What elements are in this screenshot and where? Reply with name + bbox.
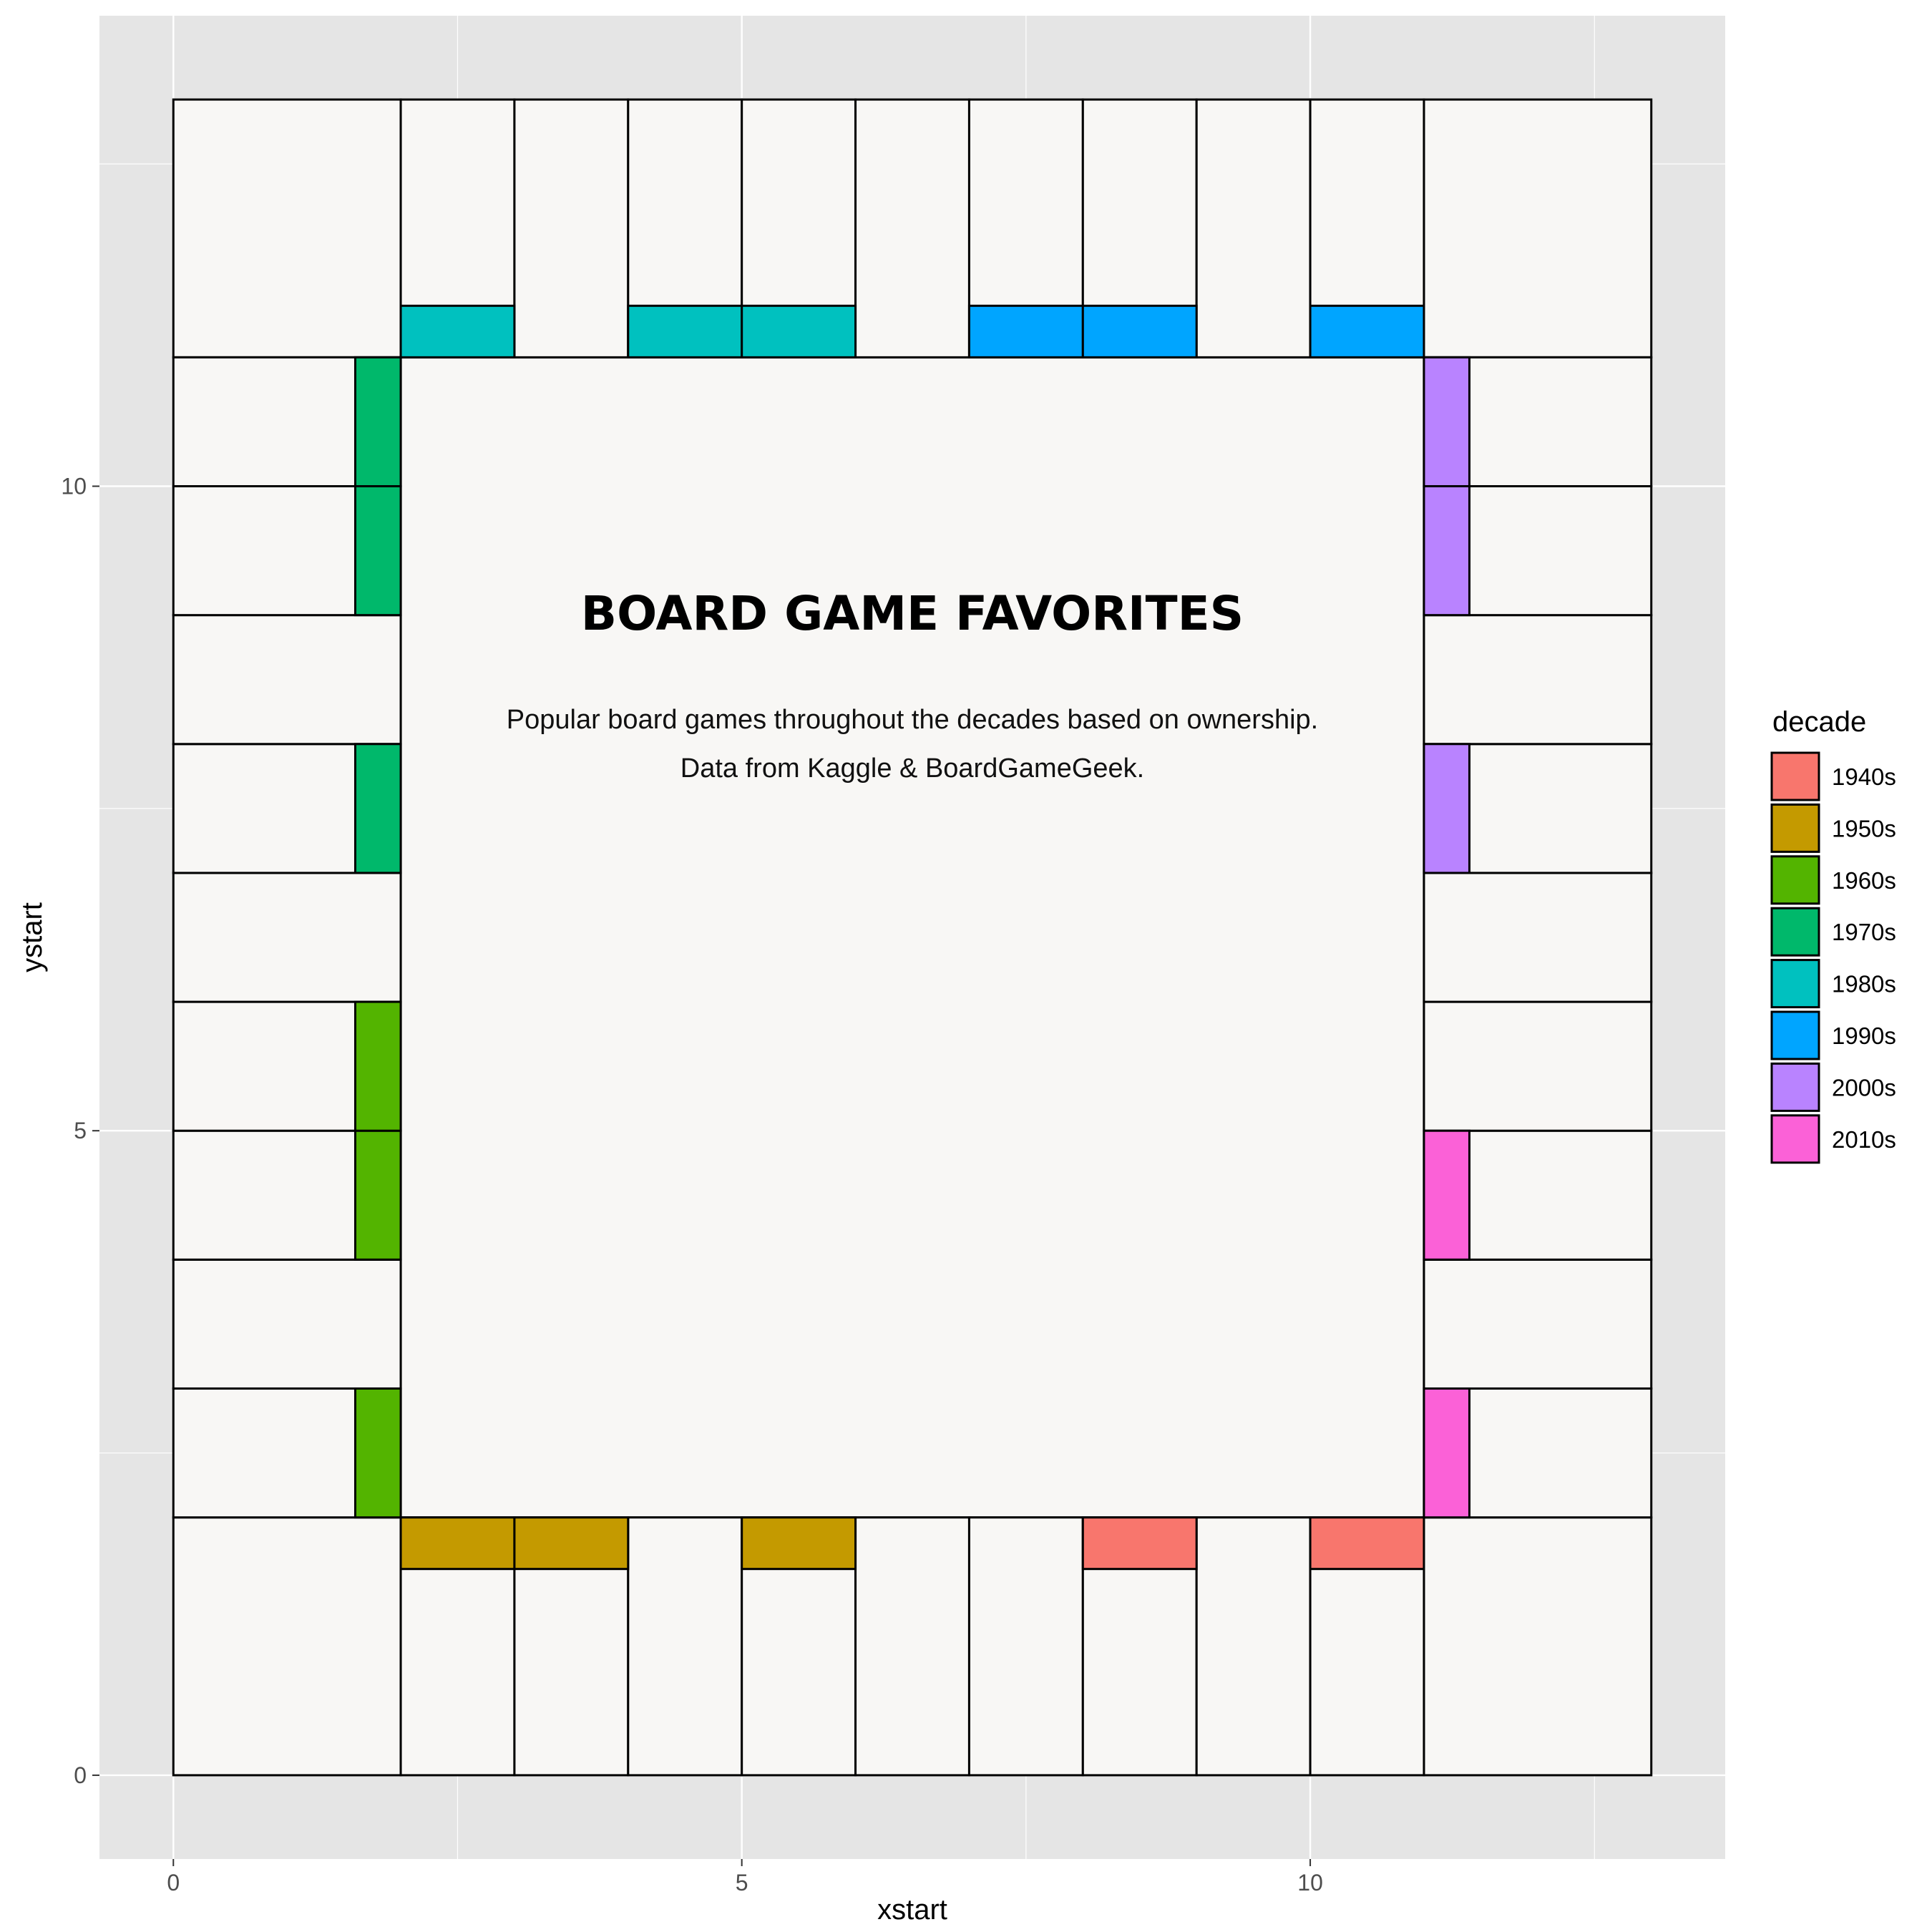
property-strip-1960s [353, 1387, 402, 1519]
property-strip-1980s [741, 304, 857, 358]
board-space-bottom [1195, 1516, 1312, 1777]
property-strip-2010s [1423, 1387, 1471, 1519]
legend-label-1950s: 1950s [1832, 815, 1896, 841]
property-strip-1950s [741, 1516, 857, 1571]
property-strip-2010s [1423, 1129, 1471, 1261]
axes: 0 5 10 0 5 10 [61, 474, 1322, 1896]
legend: decade 1940s 1950s 1960s 1970s 1980s 1990s 200… [1770, 706, 1896, 1164]
board-space-right [1423, 614, 1653, 746]
legend-title: decade [1772, 706, 1866, 738]
board-space-right [1423, 1258, 1653, 1390]
legend-key-2010s [1770, 1114, 1820, 1164]
property-strip-1960s [353, 1000, 402, 1132]
legend-label-1960s: 1960s [1832, 867, 1896, 894]
legend-key-1940s [1770, 751, 1820, 801]
property-strip-2000s [1423, 743, 1471, 874]
board-space-bottom [627, 1516, 743, 1777]
legend-key-1990s [1770, 1010, 1820, 1060]
legend-label-2000s: 2000s [1832, 1074, 1896, 1101]
x-tick-label: 0 [167, 1870, 180, 1896]
legend-label-1980s: 1980s [1832, 971, 1896, 997]
board-space-left [172, 1258, 402, 1390]
y-tick-label: 10 [61, 474, 87, 499]
board-space-top [854, 98, 970, 358]
property-strip-1990s [1309, 304, 1425, 358]
legend-label-1940s: 1940s [1832, 763, 1896, 790]
property-strip-1950s [399, 1516, 516, 1571]
x-axis-title: xstart [877, 1894, 947, 1926]
board-subtitle-line-2: Data from Kaggle & BoardGameGeek. [680, 753, 1144, 784]
legend-label-2010s: 2010s [1832, 1126, 1896, 1153]
board-corner [172, 98, 402, 358]
colored-spaces [353, 304, 1471, 1571]
legend-key-2000s [1770, 1062, 1820, 1112]
legend-label-1990s: 1990s [1832, 1023, 1896, 1049]
board-corner [1423, 98, 1653, 358]
y-tick-label: 5 [74, 1118, 87, 1143]
board-subtitle-line-1: Popular board games throughout the decad… [507, 705, 1318, 735]
property-strip-1990s [967, 304, 1084, 358]
board-space-bottom [967, 1516, 1084, 1777]
board-space-left [172, 872, 402, 1003]
board-corner [1423, 1516, 1653, 1777]
legend-key-1950s [1770, 803, 1820, 853]
board-corner [172, 1516, 402, 1777]
property-strip-1940s [1081, 1516, 1198, 1571]
property-strip-1970s [353, 485, 402, 617]
property-strip-1980s [627, 304, 743, 358]
property-strip-1940s [1309, 1516, 1425, 1571]
x-tick-label: 10 [1297, 1870, 1323, 1896]
y-axis-title: ystart [16, 902, 48, 972]
legend-key-1970s [1770, 907, 1820, 957]
legend-label-1970s: 1970s [1832, 919, 1896, 945]
property-strip-1990s [1081, 304, 1198, 358]
property-strip-1960s [353, 1129, 402, 1261]
property-strip-1970s [353, 743, 402, 874]
board [172, 98, 1653, 1777]
board-space-left [172, 614, 402, 746]
board-center [399, 356, 1425, 1519]
property-strip-2000s [1423, 485, 1471, 617]
x-tick-label: 5 [736, 1870, 748, 1896]
board-space-right [1423, 1000, 1653, 1132]
property-strip-1950s [513, 1516, 630, 1571]
board-space-top [1195, 98, 1312, 358]
board-space-top [513, 98, 630, 358]
board-space-bottom [854, 1516, 970, 1777]
property-strip-1970s [353, 356, 402, 488]
board-title: BOARD GAME FAVORITES [581, 586, 1244, 641]
legend-key-1960s [1770, 855, 1820, 905]
board-space-right [1423, 872, 1653, 1003]
property-strip-1980s [399, 304, 516, 358]
property-strip-2000s [1423, 356, 1471, 488]
y-tick-label: 0 [74, 1762, 87, 1788]
legend-key-1980s [1770, 959, 1820, 1009]
